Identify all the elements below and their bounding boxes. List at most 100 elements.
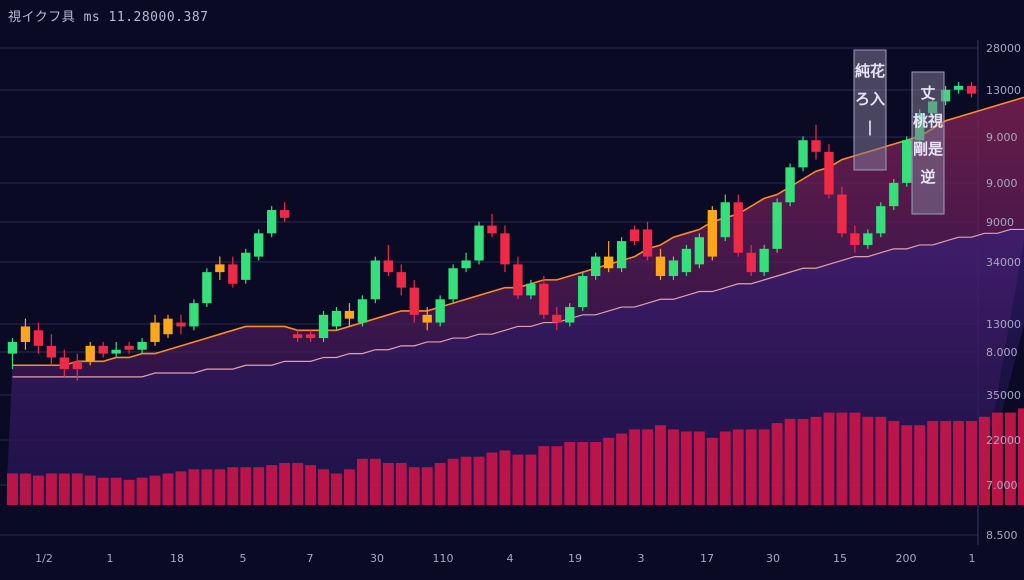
candle-body: [863, 233, 873, 245]
candle-body: [500, 233, 510, 265]
x-tick-label: 7: [307, 552, 314, 565]
candle-body: [889, 182, 899, 207]
volume-bar: [447, 458, 459, 505]
volume-bar: [227, 467, 239, 505]
candle-body: [241, 252, 251, 280]
candle-body: [279, 210, 290, 218]
candle-body: [565, 307, 575, 323]
candle-body: [215, 264, 225, 273]
candle-body: [785, 167, 795, 203]
x-tick-label: 30: [370, 552, 384, 565]
candle-body: [59, 357, 69, 370]
y-tick-label: 22000: [986, 434, 1021, 447]
volume-bar: [577, 442, 589, 505]
x-tick-label: 4: [507, 552, 514, 565]
volume-bar: [331, 473, 342, 505]
volume-bar: [71, 473, 83, 505]
volume-bar: [590, 442, 602, 505]
volume-bar: [693, 431, 705, 505]
volume-bar: [991, 412, 1003, 505]
x-tick-label: 1: [107, 552, 114, 565]
volume-bar: [279, 463, 291, 505]
volume-bar: [318, 469, 329, 505]
volume-bar: [305, 465, 317, 505]
volume-bar: [655, 425, 666, 505]
volume-bar: [240, 467, 252, 505]
volume-bar: [460, 456, 472, 505]
candle-body: [357, 299, 368, 323]
volume-bar: [149, 475, 161, 505]
volume-bar: [19, 473, 31, 505]
x-tick-label: 3: [638, 552, 645, 565]
candle-body: [344, 310, 355, 319]
x-tick-label: 30: [766, 552, 780, 565]
candle-body: [176, 322, 186, 327]
volume-bar: [719, 431, 731, 505]
candle-body: [629, 229, 640, 242]
y-tick-label: 8.000: [986, 346, 1018, 359]
candle-body: [720, 202, 730, 238]
candle-body: [254, 233, 264, 257]
volume-bar: [642, 429, 653, 505]
ma-slow-line: [12, 228, 1024, 378]
y-tick-label: 7.000: [986, 479, 1018, 492]
x-tick-label: 110: [433, 552, 454, 565]
candle-body: [163, 318, 173, 335]
volume-bar: [343, 469, 355, 505]
candle-body: [953, 85, 964, 90]
volume-bar: [32, 475, 44, 505]
annotation-text: ろ入: [855, 90, 885, 108]
annotation-text: 純花: [855, 62, 885, 80]
candle-body: [331, 310, 342, 327]
volume-bar: [564, 442, 576, 505]
volume-bar: [551, 446, 563, 505]
candle-body: [668, 260, 679, 276]
y-tick-label: 8.500: [986, 529, 1018, 542]
candle-body: [409, 287, 419, 315]
candle-body: [98, 345, 108, 354]
candle-body: [318, 314, 329, 339]
candle-body: [966, 85, 977, 94]
volume-bar: [421, 467, 433, 505]
volume-bar: [1004, 412, 1016, 505]
candle-body: [150, 322, 160, 342]
candle-body: [474, 225, 484, 261]
candle-body: [940, 89, 951, 102]
annotation-text: 桃視: [913, 112, 943, 130]
volume-bar: [823, 412, 835, 505]
candle-body: [707, 210, 717, 257]
volume-bar: [706, 437, 718, 505]
candle-body: [591, 256, 601, 276]
volume-bar: [979, 416, 990, 505]
y-tick-label: 13000: [986, 84, 1021, 97]
volume-bar: [538, 446, 550, 505]
x-axis: 1/2 1 18 5 7 30 110 4 19 3 17 30 15 200 1: [35, 552, 975, 565]
volume-bar: [603, 437, 615, 505]
volume-bar: [382, 463, 394, 505]
candle-body: [526, 283, 536, 296]
volume-bar: [732, 429, 744, 505]
volume-bar: [953, 421, 965, 505]
volume-bar: [58, 473, 70, 505]
volume-bar: [940, 421, 952, 505]
volume-bar: [797, 418, 809, 505]
candle-body: [292, 334, 303, 339]
candle-body: [603, 256, 614, 269]
x-tick-label: 200: [896, 552, 917, 565]
candle-body: [85, 345, 95, 362]
volume-bar: [84, 475, 96, 505]
candle-body: [798, 140, 808, 168]
candle-body: [642, 229, 653, 257]
candle-body: [202, 272, 212, 304]
volume-bar: [356, 458, 368, 505]
volume-bars: [7, 408, 1024, 505]
candle-body: [305, 334, 316, 339]
y-tick-label: 35000: [986, 389, 1021, 402]
candle-body: [837, 194, 847, 234]
chart-title: 視イクフ具 ms 11.28000.387: [8, 10, 209, 25]
volume-bar: [901, 425, 913, 505]
candle-body: [267, 210, 277, 234]
volume-bar: [214, 469, 226, 505]
